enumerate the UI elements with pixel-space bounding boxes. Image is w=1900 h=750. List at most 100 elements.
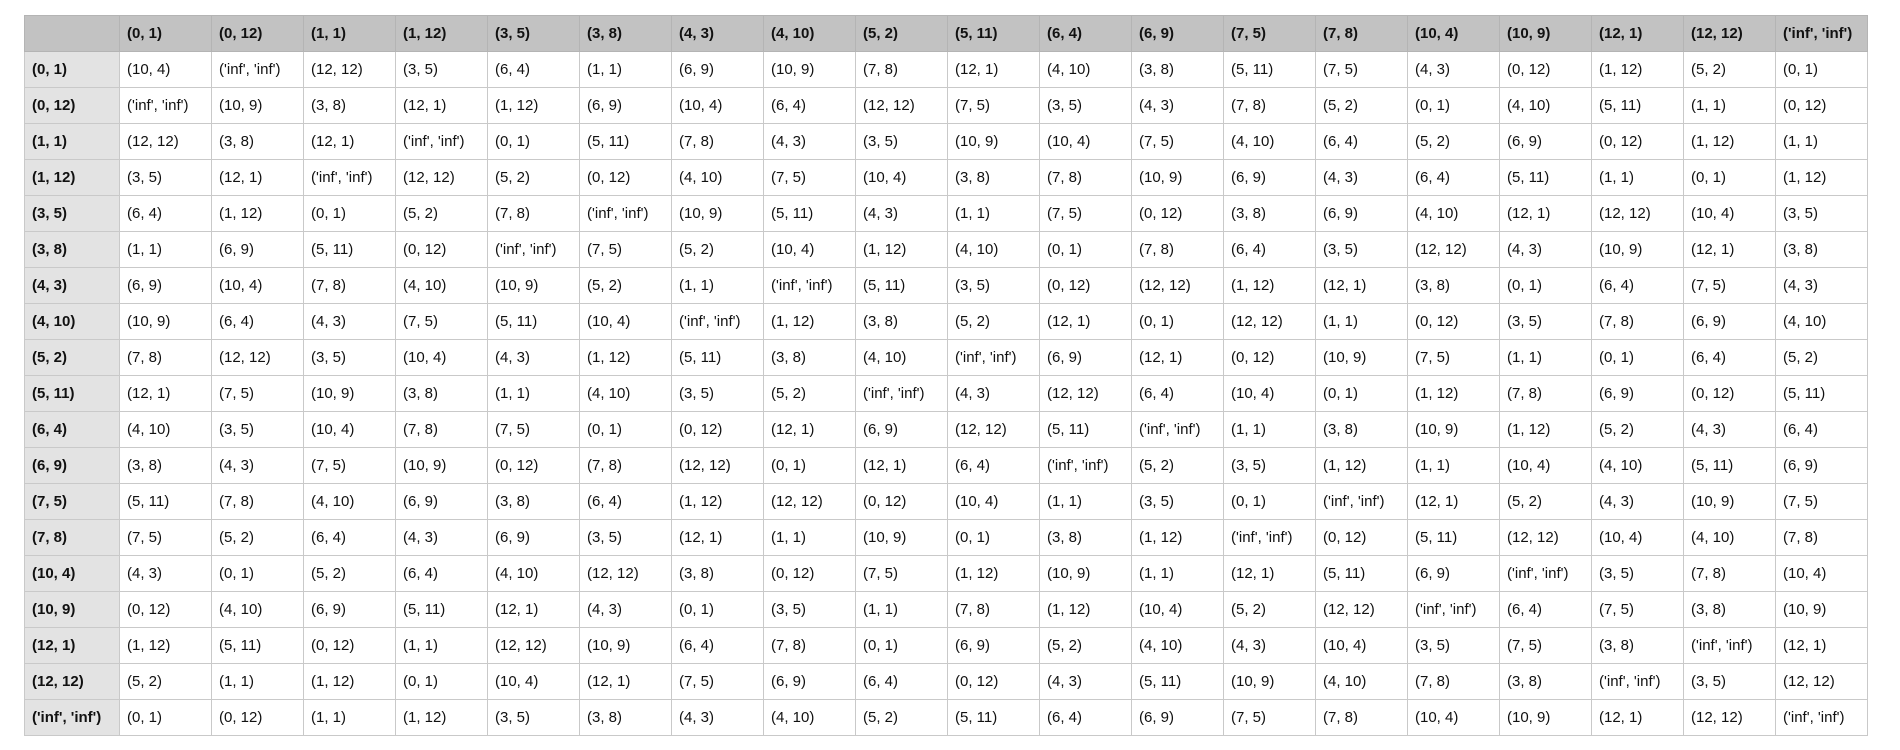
table-cell: (3, 8) [947,159,1040,196]
table-cell: (6, 4) [855,663,948,700]
table-cell: (12, 1) [395,87,488,124]
table-cell: (5, 2) [671,231,764,268]
header-row: (0, 1) (0, 12) (1, 1) (1, 12) (3, 5) (3, 8) (4… [24,15,1868,52]
table-cell: (7, 5) [1407,339,1500,376]
table-cell: (7, 8) [855,51,948,88]
table-cell: (10, 4) [1039,123,1132,160]
table-cell: (5, 11) [211,627,304,664]
table-cell: (6, 9) [1499,123,1592,160]
table-cell: (0, 12) [1775,87,1868,124]
row-header: (3, 5) [24,195,120,232]
table-cell: (5, 11) [1131,663,1224,700]
table-cell: (10, 9) [487,267,580,304]
table-cell: (4, 10) [579,375,672,412]
table-cell: (7, 5) [1039,195,1132,232]
table-row: (0, 1) (10, 4) ('inf', 'inf') (12, 12) (3, 5… [24,51,1868,88]
table-cell: (12, 12) [579,555,672,592]
table-cell: (7, 8) [1499,375,1592,412]
table-cell: (7, 8) [1315,699,1408,736]
table-cell: (7, 5) [211,375,304,412]
table-cell: (10, 9) [1131,159,1224,196]
table-cell: (5, 11) [303,231,396,268]
table-cell: (10, 4) [1407,699,1500,736]
table-cell: (1, 12) [855,231,948,268]
table-cell: (0, 12) [763,555,856,592]
table-cell: (6, 4) [119,195,212,232]
table-cell: (4, 3) [119,555,212,592]
table-cell: (7, 5) [1499,627,1592,664]
table-cell: (10, 4) [1775,555,1868,592]
table-cell: (12, 1) [579,663,672,700]
table-cell: (7, 8) [763,627,856,664]
row-header: (5, 2) [24,339,120,376]
table-row: (6, 9) (3, 8) (4, 3) (7, 5) (10, 9) (0, 12) (7… [24,447,1868,484]
table-cell: (12, 1) [671,519,764,556]
table-cell: (1, 1) [1223,411,1316,448]
table-cell: (0, 1) [1315,375,1408,412]
table-cell: (6, 4) [487,51,580,88]
table-cell: (6, 9) [579,87,672,124]
table-cell: (3, 8) [671,555,764,592]
table-cell: ('inf', 'inf') [1407,591,1500,628]
table-cell: (6, 4) [395,555,488,592]
table-cell: (1, 1) [1591,159,1684,196]
table-cell: (0, 12) [303,627,396,664]
column-header: (4, 3) [671,15,764,52]
table-row: ('inf', 'inf') (0, 1) (0, 12) (1, 1) (1, 12)… [24,699,1868,736]
table-cell: (10, 4) [1499,447,1592,484]
table-cell: (10, 4) [1131,591,1224,628]
table-cell: (4, 10) [1591,447,1684,484]
column-header: (5, 2) [855,15,948,52]
table-cell: (4, 3) [1315,159,1408,196]
table-cell: (1, 12) [763,303,856,340]
table-cell: (7, 5) [579,231,672,268]
table-cell: (3, 5) [1315,231,1408,268]
table-cell: (12, 12) [947,411,1040,448]
table-cell: (6, 4) [671,627,764,664]
table-cell: (10, 9) [1315,339,1408,376]
table-cell: (1, 12) [395,699,488,736]
table-cell: (7, 8) [1407,663,1500,700]
table-cell: (4, 10) [855,339,948,376]
table-cell: (3, 8) [1131,51,1224,88]
table-cell: (1, 12) [1591,51,1684,88]
table-cell: (7, 8) [1775,519,1868,556]
table-cell: (7, 8) [579,447,672,484]
table-cell: (4, 3) [763,123,856,160]
table-cell: (5, 11) [119,483,212,520]
table-cell: (3, 5) [1223,447,1316,484]
column-header: (10, 4) [1407,15,1500,52]
table-cell: (7, 5) [763,159,856,196]
table-cell: (5, 2) [1407,123,1500,160]
row-header: (10, 9) [24,591,120,628]
table-cell: ('inf', 'inf') [1499,555,1592,592]
table-cell: (7, 5) [1223,699,1316,736]
table-cell: (10, 9) [1683,483,1776,520]
table-cell: (12, 1) [119,375,212,412]
table-cell: (3, 5) [855,123,948,160]
table-cell: (12, 12) [1499,519,1592,556]
table-cell: (7, 8) [1131,231,1224,268]
table-cell: (1, 1) [487,375,580,412]
table-row: (3, 5) (6, 4) (1, 12) (0, 1) (5, 2) (7, 8) ('i… [24,195,1868,232]
table-cell: (4, 10) [763,699,856,736]
table-row: (1, 1) (12, 12) (3, 8) (12, 1) ('inf', 'inf'… [24,123,1868,160]
table-cell: (7, 8) [1039,159,1132,196]
table-cell: ('inf', 'inf') [1315,483,1408,520]
table-cell: (12, 12) [1223,303,1316,340]
table-cell: (10, 9) [1407,411,1500,448]
table-cell: ('inf', 'inf') [211,51,304,88]
table-cell: (0, 12) [395,231,488,268]
table-cell: (3, 8) [119,447,212,484]
corner-cell [24,15,120,52]
table-cell: (6, 9) [1131,699,1224,736]
table-cell: (7, 8) [395,411,488,448]
table-cell: (10, 4) [947,483,1040,520]
row-header: (1, 1) [24,123,120,160]
row-header: (10, 4) [24,555,120,592]
table-cell: (10, 4) [119,51,212,88]
row-header: (12, 12) [24,663,120,700]
table-cell: (6, 4) [1775,411,1868,448]
table-cell: (1, 1) [947,195,1040,232]
table-cell: (7, 8) [1591,303,1684,340]
